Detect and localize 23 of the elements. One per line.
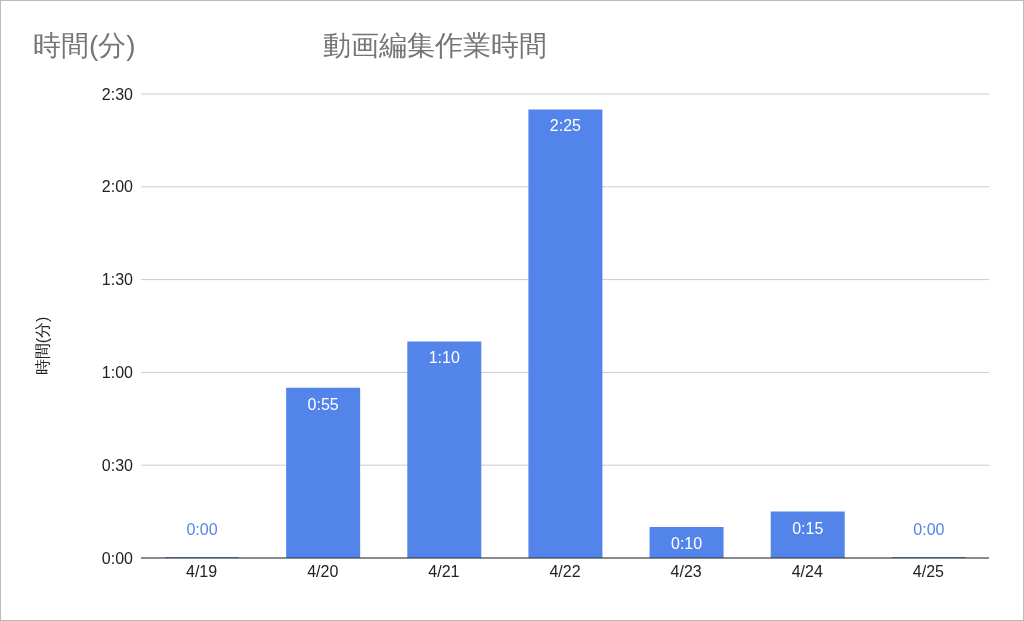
y-tick-label: 1:30: [101, 271, 134, 289]
data-label: 0:00: [913, 521, 945, 538]
data-label: 0:55: [307, 395, 339, 413]
x-tick-label: 4/22: [549, 563, 581, 581]
data-label: 0:10: [671, 535, 703, 553]
x-tick-label: 4/23: [670, 563, 702, 581]
x-tick-label: 4/25: [912, 563, 945, 581]
data-label: 0:00: [186, 521, 218, 538]
text: 時間(分): [33, 29, 136, 63]
y-tick-label: 2:00: [101, 178, 134, 196]
data-label: 1:10: [428, 349, 460, 367]
y-tick-label: 0:30: [101, 456, 134, 474]
y-tick-label: 2:30: [101, 85, 134, 103]
x-tick-label: 4/19: [186, 563, 218, 581]
chart-title: 動画編集作業時間: [323, 29, 547, 63]
x-tick-label: 4/20: [307, 563, 339, 581]
y-axis-title: 時間(分): [32, 316, 52, 376]
data-label: 2:25: [549, 117, 582, 135]
y-tick-label: 1:00: [101, 364, 134, 382]
y-tick-label: 0:00: [101, 549, 134, 567]
data-label: 0:15: [792, 519, 824, 537]
x-tick-label: 4/24: [791, 563, 823, 581]
x-tick-label: 4/21: [428, 563, 460, 581]
